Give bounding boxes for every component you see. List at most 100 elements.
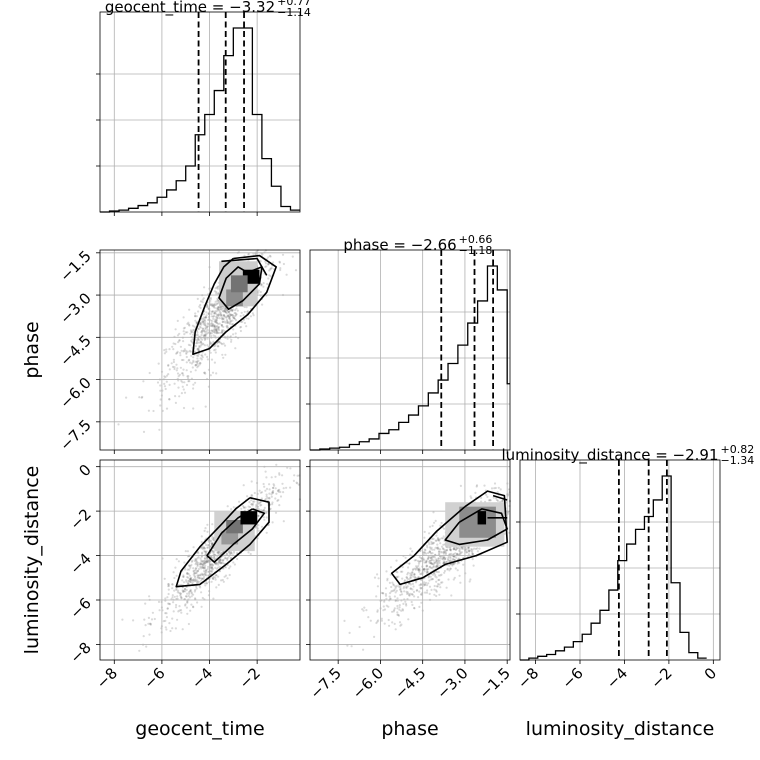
- scatter-point: [158, 609, 161, 612]
- scatter-point: [168, 348, 171, 351]
- x-axis-label-luminosity_distance: luminosity_distance: [526, 718, 715, 740]
- histogram-bar: [653, 500, 662, 660]
- scatter-point: [200, 572, 203, 575]
- scatter-point: [159, 398, 162, 401]
- scatter-point: [147, 409, 150, 412]
- scatter-point: [442, 556, 445, 560]
- scatter-point: [167, 583, 170, 586]
- scatter-point: [426, 564, 429, 568]
- scatter-point: [144, 602, 147, 605]
- scatter-point: [167, 583, 170, 586]
- scatter-point: [401, 609, 405, 612]
- scatter-point: [190, 330, 193, 333]
- scatter-point: [267, 262, 270, 265]
- scatter-point: [184, 331, 187, 334]
- scatter-point: [502, 499, 505, 502]
- scatter-point: [454, 548, 458, 551]
- scatter-point: [200, 563, 203, 566]
- scatter-point: [210, 315, 214, 318]
- scatter-point: [471, 552, 474, 556]
- scatter-point: [224, 353, 227, 356]
- scatter-point: [274, 475, 277, 478]
- scatter-point: [230, 309, 233, 312]
- histogram-bar: [389, 430, 399, 450]
- scatter-point: [234, 312, 237, 315]
- scatter-point: [192, 606, 195, 609]
- scatter-point: [197, 337, 200, 341]
- scatter-point: [220, 313, 223, 316]
- scatter-point: [203, 333, 206, 336]
- scatter-point: [279, 268, 282, 272]
- scatter-point: [429, 575, 432, 578]
- scatter-point: [219, 314, 222, 317]
- scatter-point: [426, 570, 429, 573]
- scatter-point: [221, 559, 224, 562]
- scatter-point: [215, 563, 218, 566]
- scatter-point: [225, 309, 229, 312]
- scatter-point: [226, 553, 229, 556]
- scatter-point: [223, 315, 227, 318]
- scatter-point: [231, 309, 234, 312]
- scatter-point: [230, 508, 233, 511]
- scatter-point: [218, 306, 221, 309]
- scatter-point: [207, 561, 210, 564]
- scatter-point: [195, 321, 198, 324]
- scatter-point: [176, 595, 179, 598]
- scatter-point: [202, 313, 205, 316]
- density-cell: [221, 531, 239, 545]
- scatter-point: [225, 312, 228, 315]
- scatter-point: [456, 569, 459, 572]
- scatter-point: [209, 319, 212, 322]
- scatter-point: [430, 540, 433, 544]
- scatter-point: [268, 269, 271, 272]
- scatter-point: [149, 622, 152, 625]
- scatter-point: [174, 342, 177, 346]
- scatter-point: [196, 366, 199, 369]
- scatter-point: [196, 569, 200, 572]
- scatter-point: [205, 560, 209, 563]
- scatter-point: [429, 559, 432, 562]
- scatter-point: [194, 576, 197, 579]
- scatter-point: [430, 557, 434, 560]
- scatter-point: [272, 261, 275, 264]
- scatter-point: [442, 556, 445, 559]
- scatter-point: [270, 476, 273, 479]
- scatter-point: [172, 358, 175, 361]
- scatter-point: [217, 325, 220, 328]
- scatter-point: [234, 347, 237, 350]
- scatter-point: [204, 334, 207, 337]
- scatter-point: [187, 576, 190, 579]
- scatter-point: [433, 521, 436, 524]
- scatter-point: [225, 325, 228, 328]
- scatter-point: [179, 351, 182, 354]
- scatter-point: [401, 577, 404, 580]
- scatter-point: [234, 309, 237, 312]
- scatter-point: [412, 590, 416, 594]
- scatter-point: [469, 495, 472, 498]
- scatter-point: [216, 302, 219, 305]
- scatter-point: [220, 314, 223, 317]
- histogram-bar: [547, 654, 556, 660]
- scatter-point: [238, 500, 241, 503]
- scatter-point: [431, 537, 434, 541]
- scatter-point: [426, 571, 429, 574]
- scatter-point: [207, 307, 210, 310]
- scatter-point: [172, 571, 175, 574]
- scatter-point: [184, 603, 187, 606]
- scatter-point: [448, 559, 451, 562]
- scatter-point: [206, 561, 209, 564]
- scatter-point: [246, 495, 249, 498]
- scatter-point: [194, 315, 197, 318]
- scatter-point: [189, 580, 192, 584]
- scatter-point: [471, 553, 475, 556]
- scatter-point: [199, 557, 202, 560]
- scatter-point: [429, 562, 432, 565]
- scatter-point: [176, 372, 180, 375]
- scatter-point: [250, 494, 253, 497]
- scatter-point: [200, 323, 203, 326]
- scatter-point: [407, 571, 410, 574]
- scatter-point: [215, 324, 219, 328]
- scatter-point: [250, 480, 253, 483]
- scatter-point: [416, 566, 419, 569]
